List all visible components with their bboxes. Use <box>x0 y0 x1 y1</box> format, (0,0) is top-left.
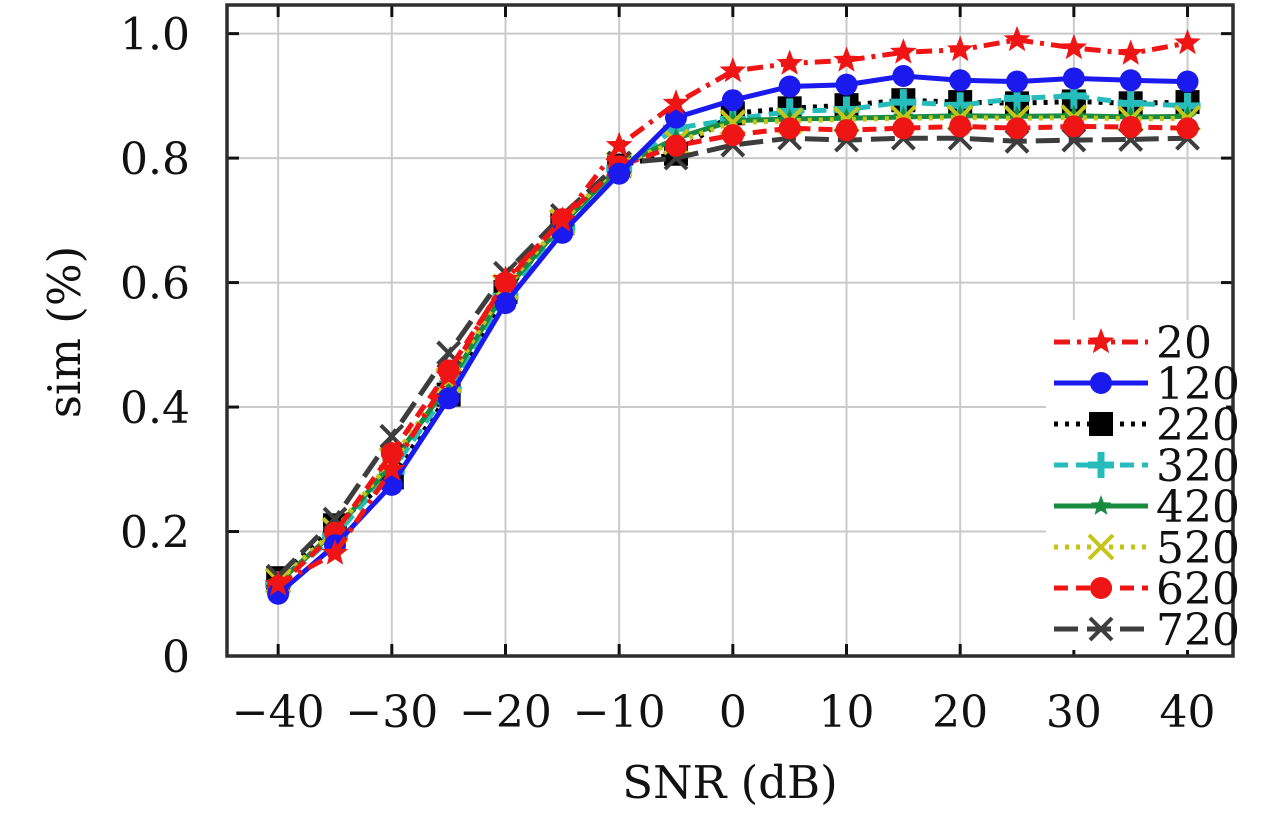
legend-label: 20 <box>1156 318 1212 369</box>
y-tick-label: 0.4 <box>120 383 190 434</box>
x-tick-label: 30 <box>1046 687 1102 738</box>
legend-label: 320 <box>1156 441 1240 492</box>
legend-label: 220 <box>1156 400 1240 451</box>
x-tick-label: −20 <box>459 687 552 738</box>
legend-entry-620: 620 <box>1054 564 1240 615</box>
legend-entry-220: 220 <box>1054 400 1240 451</box>
series-20 <box>264 25 1201 596</box>
legend-label: 420 <box>1156 482 1240 533</box>
x-tick-labels: −40 −30 −20 −10 0 10 20 30 40 <box>232 687 1216 738</box>
y-tick-label: 0.2 <box>120 508 190 559</box>
x-tick-label: 0 <box>719 687 747 738</box>
legend-background <box>1046 320 1226 650</box>
legend-entry-520: 520 <box>1054 523 1240 574</box>
x-axis-label: SNR (dB) <box>622 756 837 809</box>
y-tick-labels: 0 0.2 0.4 0.6 0.8 1.0 <box>120 10 190 683</box>
x-tick-label: −30 <box>345 687 438 738</box>
y-tick-label: 0.6 <box>120 259 190 310</box>
plot-border <box>225 3 1235 658</box>
legend-label: 120 <box>1156 359 1240 410</box>
x-tick-label: −40 <box>232 687 325 738</box>
y-axis-label: sim (%) <box>38 246 91 418</box>
x-tick-label: 10 <box>819 687 875 738</box>
legend-label: 720 <box>1156 605 1240 656</box>
legend-label: 520 <box>1156 523 1240 574</box>
legend-label: 620 <box>1156 564 1240 615</box>
legend-entry-120: 120 <box>1054 359 1240 410</box>
legend-entry-720: 720 <box>1054 605 1240 656</box>
y-tick-label: 1.0 <box>120 10 190 61</box>
legend-entry-20: 20 <box>1054 318 1212 369</box>
x-tick-label: 40 <box>1160 687 1216 738</box>
legend-entry-320: 320 <box>1054 441 1240 492</box>
y-tick-label: 0 <box>162 632 190 683</box>
x-tick-label: 20 <box>932 687 988 738</box>
series-120 <box>267 64 1199 605</box>
x-tick-label: −10 <box>573 687 666 738</box>
legend-entry-420: 420 <box>1054 482 1240 533</box>
y-tick-label: 0.8 <box>120 134 190 185</box>
